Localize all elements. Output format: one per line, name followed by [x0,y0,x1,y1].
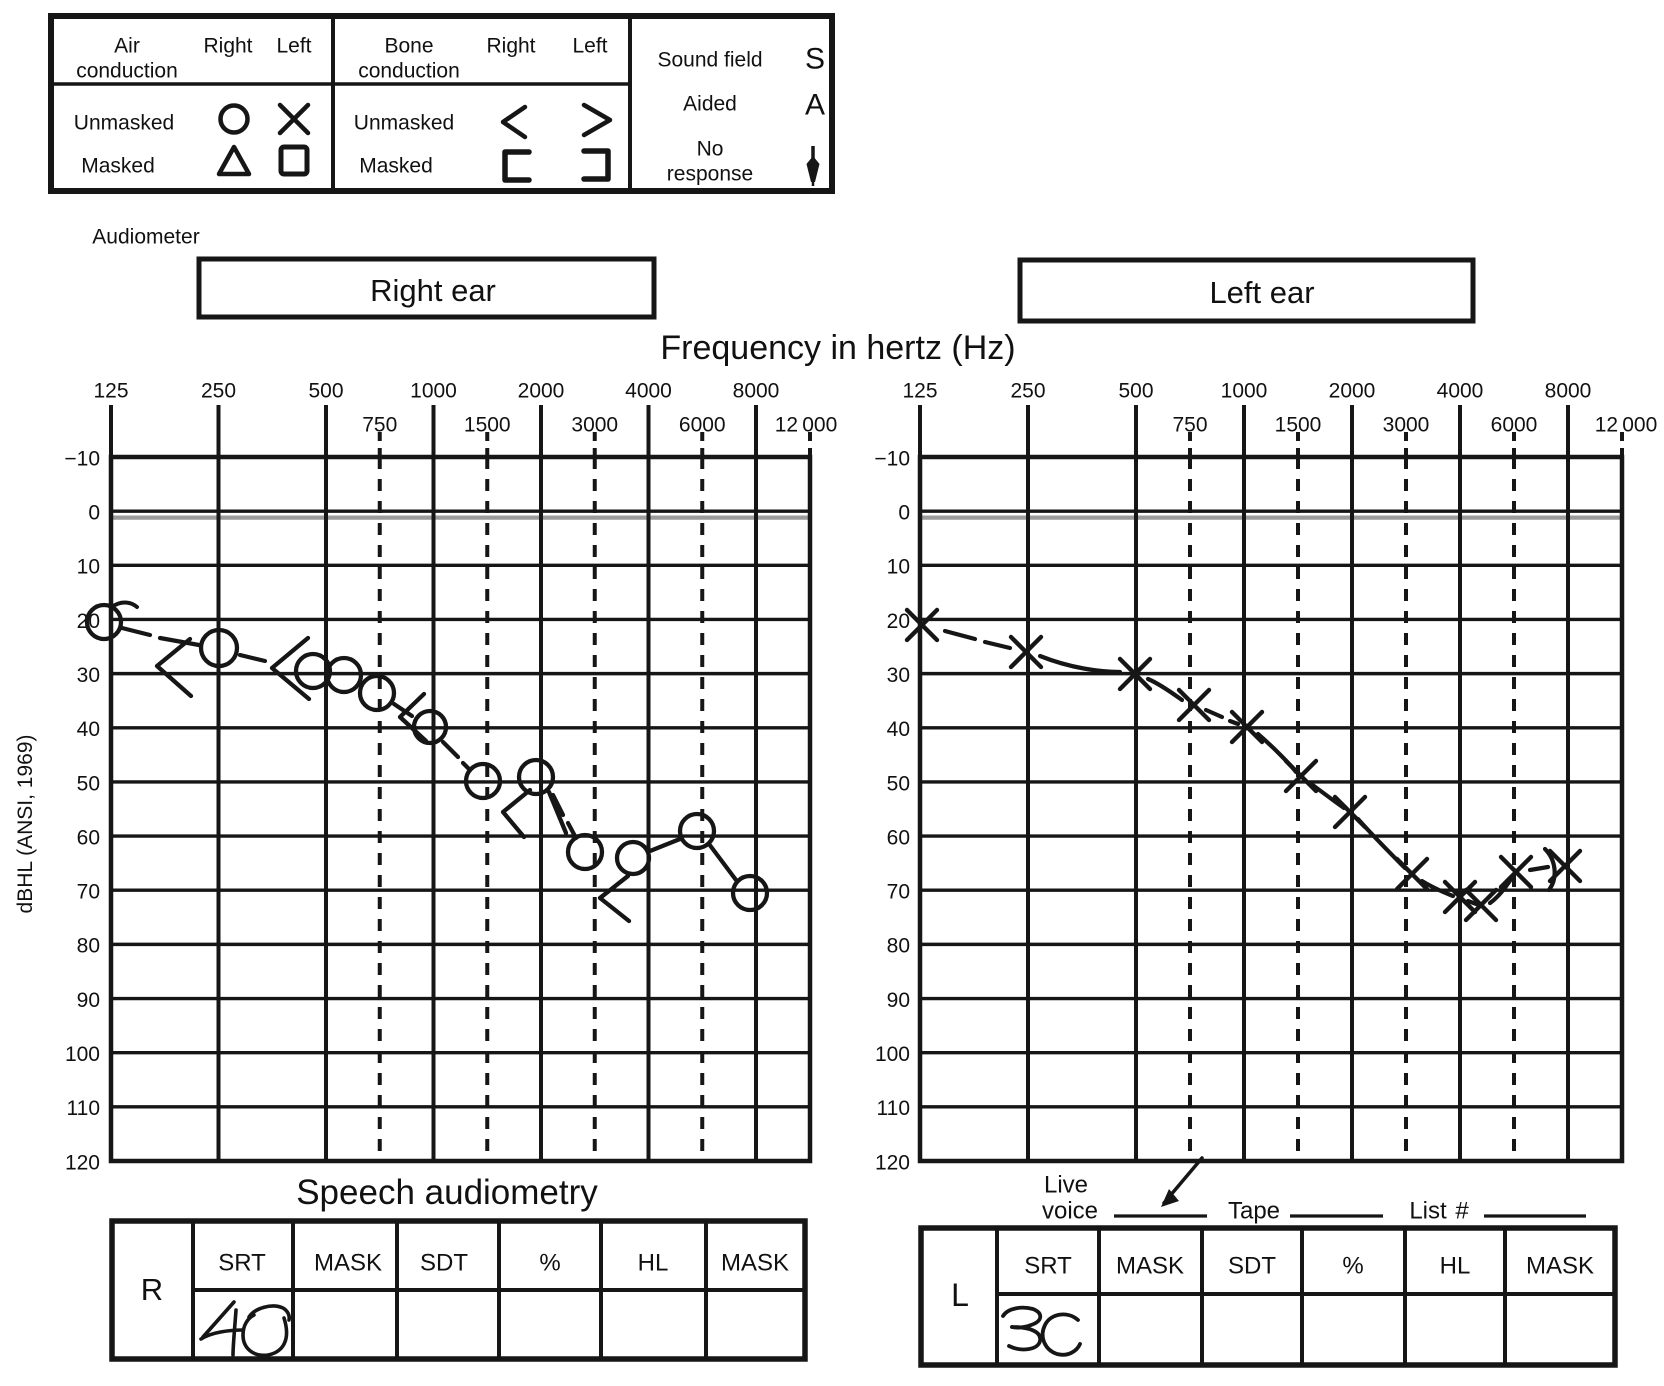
svg-text:MASK: MASK [314,1249,382,1276]
svg-text:30: 30 [887,664,910,687]
svg-text:6000: 6000 [1491,413,1538,436]
svg-text:3000: 3000 [571,413,618,436]
svg-text:3000: 3000 [1383,413,1430,436]
svg-text:8000: 8000 [1545,379,1592,402]
svg-text:90: 90 [77,989,100,1012]
svg-text:0: 0 [898,502,910,525]
svg-text:1500: 1500 [464,413,511,436]
svg-text:MASK: MASK [721,1249,789,1276]
svg-text:125: 125 [902,379,937,402]
svg-text:%: % [539,1249,560,1276]
svg-text:dBHL (ANSI, 1969): dBHL (ANSI, 1969) [14,735,37,914]
svg-text:MASK: MASK [1116,1252,1184,1279]
svg-text:SRT: SRT [218,1249,266,1276]
svg-text:Right: Right [203,34,252,57]
svg-text:Left: Left [572,34,607,57]
svg-text:1000: 1000 [410,379,457,402]
svg-text:60: 60 [77,826,100,849]
svg-text:40: 40 [77,718,100,741]
svg-text:Unmasked: Unmasked [74,111,174,134]
svg-text:120: 120 [875,1151,910,1174]
svg-text:110: 110 [877,1097,910,1120]
svg-text:750: 750 [1172,413,1207,436]
svg-text:500: 500 [308,379,343,402]
svg-text:R: R [141,1272,163,1307]
svg-text:%: % [1342,1252,1363,1279]
svg-text:Bone: Bone [384,34,433,57]
svg-text:80: 80 [77,935,100,958]
svg-text:S: S [805,43,825,76]
svg-text:Unmasked: Unmasked [354,111,454,134]
svg-text:0: 0 [88,502,100,525]
svg-text:Right ear: Right ear [370,273,496,308]
svg-text:20: 20 [887,610,910,633]
svg-text:90: 90 [887,989,910,1012]
svg-text:HL: HL [638,1249,669,1276]
svg-text:50: 50 [887,772,910,795]
svg-text:750: 750 [362,413,397,436]
svg-text:125: 125 [93,379,128,402]
svg-text:SDT: SDT [1228,1252,1276,1279]
svg-text:2000: 2000 [1329,379,1376,402]
svg-text:Masked: Masked [359,154,433,177]
svg-text:100: 100 [875,1043,910,1066]
svg-text:250: 250 [1010,379,1045,402]
svg-text:Audiometer: Audiometer [92,225,199,248]
svg-text:A: A [805,89,825,122]
svg-text:Masked: Masked [81,154,155,177]
svg-text:Sound field: Sound field [657,48,762,71]
svg-text:110: 110 [67,1097,100,1120]
svg-text:conduction: conduction [358,59,460,82]
svg-text:40: 40 [887,718,910,741]
svg-text:Right: Right [486,34,535,57]
svg-text:MASK: MASK [1526,1252,1594,1279]
svg-text:Left ear: Left ear [1209,275,1314,310]
svg-text:1000: 1000 [1221,379,1268,402]
svg-text:10: 10 [77,556,100,579]
svg-text:4000: 4000 [625,379,672,402]
svg-text:List: List [1409,1197,1447,1224]
svg-text:response: response [667,162,753,185]
svg-text:Air: Air [114,34,140,57]
svg-text:12 000: 12 000 [1595,413,1658,436]
svg-text:SRT: SRT [1024,1252,1072,1279]
svg-text:70: 70 [887,881,910,904]
svg-text:HL: HL [1440,1252,1471,1279]
svg-text:−10: −10 [874,447,910,470]
svg-text:500: 500 [1118,379,1153,402]
svg-text:8000: 8000 [733,379,780,402]
svg-text:Speech audiometry: Speech audiometry [296,1173,598,1212]
svg-text:Left: Left [276,34,311,57]
svg-text:Aided: Aided [683,92,737,115]
svg-text:80: 80 [887,935,910,958]
svg-text:30: 30 [77,664,100,687]
svg-text:−10: −10 [64,447,100,470]
svg-text:100: 100 [65,1043,100,1066]
svg-text:1500: 1500 [1275,413,1322,436]
svg-text:SDT: SDT [420,1249,468,1276]
svg-text:50: 50 [77,772,100,795]
svg-text:6000: 6000 [679,413,726,436]
svg-text:120: 120 [65,1151,100,1174]
svg-text:conduction: conduction [76,59,178,82]
svg-text:No: No [697,137,724,160]
svg-text:12 000: 12 000 [775,413,838,436]
svg-text:10: 10 [887,556,910,579]
svg-text:#: # [1455,1197,1469,1224]
svg-text:70: 70 [77,881,100,904]
svg-text:Live: Live [1044,1171,1088,1198]
svg-text:voice: voice [1042,1197,1098,1224]
svg-text:4000: 4000 [1437,379,1484,402]
svg-text:60: 60 [887,826,910,849]
svg-text:Tape: Tape [1228,1197,1280,1224]
svg-text:Frequency in hertz (Hz): Frequency in hertz (Hz) [660,329,1015,367]
svg-text:2000: 2000 [518,379,565,402]
svg-text:L: L [951,1277,969,1313]
svg-text:250: 250 [201,379,236,402]
